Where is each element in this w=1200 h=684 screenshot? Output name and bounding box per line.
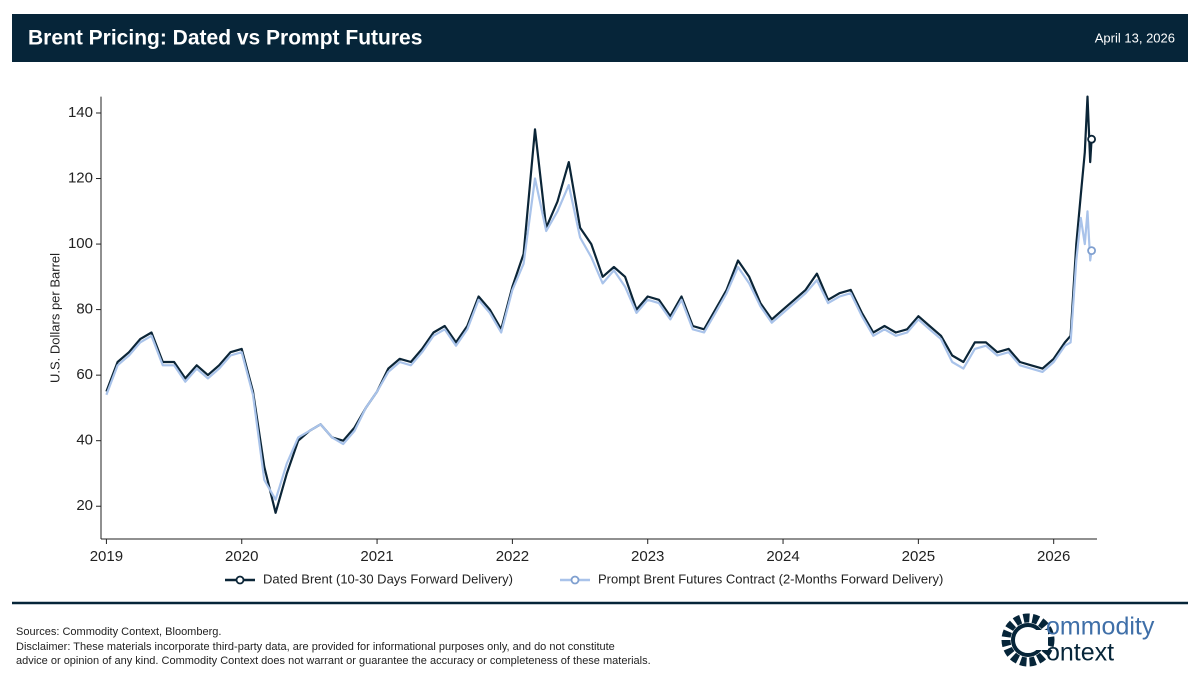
series-line — [105, 177, 1093, 501]
logo-gear — [1001, 613, 1055, 667]
legend-marker — [235, 575, 245, 585]
logo-gap — [1034, 630, 1048, 650]
end-marker — [1087, 134, 1096, 144]
legend-label: Prompt Brent Futures Contract (2-Months … — [598, 571, 943, 586]
sources: Sources: Commodity Context, Bloomberg. — [16, 626, 221, 638]
x-tick-label: 2022 — [496, 548, 529, 565]
date: April 13, 2026 — [1095, 30, 1175, 45]
disclaimer: advice or opinion of any kind. Commodity… — [16, 655, 651, 667]
y-tick-label: 120 — [68, 169, 93, 186]
y-tick-label: 80 — [76, 301, 93, 318]
series-line — [105, 95, 1093, 514]
logo: ommodity ontext — [1001, 613, 1155, 667]
y-tick-label: 100 — [68, 235, 93, 252]
logo-text: ommodity — [1046, 613, 1155, 641]
x-tick-label: 2020 — [225, 548, 258, 565]
x-tick-label: 2019 — [90, 548, 123, 565]
chart-title: Brent Pricing: Dated vs Prompt Futures — [28, 27, 422, 50]
y-tick-label: 60 — [76, 366, 93, 383]
x-tick-label: 2026 — [1037, 548, 1070, 565]
x-tick-label: 2021 — [360, 548, 393, 565]
legend-label: Dated Brent (10-30 Days Forward Delivery… — [263, 571, 513, 586]
disclaimer: Disclaimer: These materials incorporate … — [16, 641, 615, 653]
x-tick-label: 2023 — [631, 548, 664, 565]
legend-marker — [570, 575, 580, 585]
y-tick-label: 140 — [68, 104, 93, 121]
logo-text: ontext — [1046, 639, 1114, 667]
y-axis-label: U.S. Dollars per Barrel — [47, 253, 62, 383]
y-tick-label: 40 — [76, 432, 93, 449]
x-tick-label: 2024 — [766, 548, 799, 565]
header-bar — [12, 14, 1188, 62]
y-tick-label: 20 — [76, 497, 93, 514]
x-tick-label: 2025 — [902, 548, 935, 565]
end-marker — [1087, 246, 1096, 256]
